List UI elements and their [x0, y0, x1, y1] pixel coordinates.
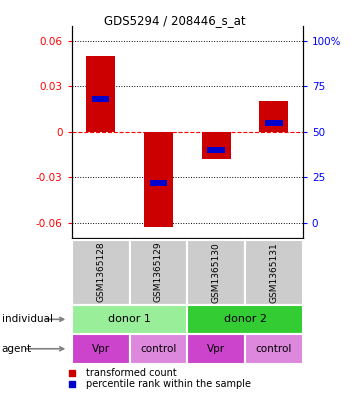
Text: GSM1365130: GSM1365130 — [212, 242, 220, 303]
Text: individual: individual — [2, 314, 53, 324]
Text: Vpr: Vpr — [207, 344, 225, 354]
Bar — [202, 132, 231, 159]
Text: transformed count: transformed count — [86, 368, 176, 378]
Bar — [92, 96, 109, 102]
Text: GDS5294 / 208446_s_at: GDS5294 / 208446_s_at — [104, 14, 246, 27]
Bar — [144, 132, 173, 227]
Text: control: control — [256, 344, 292, 354]
Text: donor 2: donor 2 — [224, 314, 266, 324]
Text: Vpr: Vpr — [92, 344, 110, 354]
Text: GSM1365131: GSM1365131 — [270, 242, 278, 303]
Text: agent: agent — [2, 344, 32, 354]
Text: GSM1365128: GSM1365128 — [96, 242, 105, 303]
Text: donor 1: donor 1 — [108, 314, 151, 324]
Bar — [86, 56, 115, 132]
Bar — [208, 147, 225, 153]
Bar — [259, 101, 288, 132]
Text: control: control — [140, 344, 176, 354]
Text: GSM1365129: GSM1365129 — [154, 242, 163, 303]
Bar — [265, 119, 282, 126]
Text: percentile rank within the sample: percentile rank within the sample — [86, 379, 251, 389]
Bar — [150, 180, 167, 185]
